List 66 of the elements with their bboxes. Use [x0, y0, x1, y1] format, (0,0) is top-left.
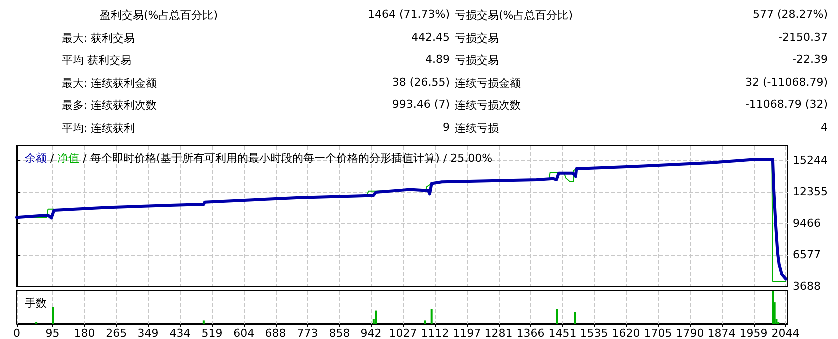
text: 盈利交易(%占总百分比) — [100, 8, 218, 23]
x-tick-label: 1874 — [708, 327, 736, 339]
text: 4 — [821, 120, 828, 134]
x-tick-label: 265 — [106, 327, 128, 339]
text: 38 (26.55) — [392, 76, 450, 88]
x-tick-label: 95 — [46, 327, 60, 339]
x-tick-label: 0 — [14, 327, 20, 339]
x-tick-label: 519 — [202, 327, 223, 339]
bar — [574, 312, 577, 324]
bar — [375, 310, 378, 324]
text: 平均: 连续获利 — [62, 120, 136, 136]
x-tick-label: 942 — [360, 327, 382, 339]
text: / 每个即时价格(基于所有可利用的最小时段的每一个价格的分形插值计算) / 25.00% — [80, 152, 493, 165]
text: 577 (28.27%) — [752, 8, 828, 21]
x-tick-label: 858 — [329, 327, 350, 339]
text: 最大: 连续获利金额 — [62, 76, 158, 90]
x-tick-label: 1027 — [389, 327, 418, 339]
x-tick-label: 1705 — [644, 327, 672, 339]
text: 1464 (71.73%) — [368, 8, 450, 21]
text: -22.39 — [792, 53, 828, 66]
x-tick-label: 1366 — [516, 327, 545, 339]
x-tick-label: 1959 — [740, 327, 768, 339]
x-tick-label: 1281 — [484, 327, 513, 339]
y-tick-label: 15244 — [793, 154, 828, 167]
x-tick-label: 2044 — [772, 327, 800, 339]
text: 4.89 — [426, 53, 450, 66]
text: 亏损交易(%占总百分比) — [455, 8, 574, 23]
x-tick-label: 1535 — [580, 327, 608, 339]
bar — [52, 308, 54, 324]
x-tick-label: 349 — [138, 327, 159, 339]
x-tick-label: 773 — [297, 327, 318, 339]
annotation: / — [47, 152, 58, 165]
text: 平均 获利交易 — [62, 53, 132, 68]
text: 连续亏损金额 — [455, 76, 521, 90]
text: 手数 — [25, 297, 47, 310]
y-tick-label: 12355 — [793, 185, 828, 198]
text: 亏损交易 — [455, 30, 499, 46]
y-tick-label: 3688 — [793, 280, 821, 293]
text: 余额 — [25, 152, 47, 165]
text: -11068.79 (32) — [745, 98, 828, 111]
y-tick-label: 9466 — [793, 216, 821, 230]
text: 993.46 (7) — [392, 98, 450, 111]
y-tick-label: 6577 — [793, 248, 821, 262]
text: 最大: 获利交易 — [62, 30, 136, 46]
text: 亏损交易 — [455, 53, 499, 68]
text: 最多: 连续获利次数 — [62, 98, 158, 113]
bar — [430, 309, 433, 324]
text: 442.45 — [412, 30, 450, 44]
x-tick-label: 688 — [265, 327, 286, 339]
x-tick-label: 180 — [74, 327, 96, 339]
text: 连续亏损 — [455, 120, 499, 136]
x-tick-label: 1451 — [548, 327, 577, 339]
text: 净值 — [58, 152, 80, 165]
text: 9 — [443, 120, 450, 134]
x-tick-label: 1790 — [676, 327, 704, 339]
x-tick-label: 1197 — [453, 327, 482, 339]
text: 连续亏损次数 — [455, 98, 521, 113]
x-tick-label: 1620 — [612, 327, 640, 339]
text: -2150.37 — [778, 30, 828, 44]
bar — [202, 320, 205, 324]
bar — [556, 309, 558, 324]
x-tick-label: 434 — [170, 327, 191, 339]
x-tick-label: 1112 — [421, 327, 450, 339]
text: 32 (-11068.79) — [745, 76, 828, 88]
bar — [424, 320, 426, 324]
x-tick-label: 604 — [234, 327, 255, 339]
